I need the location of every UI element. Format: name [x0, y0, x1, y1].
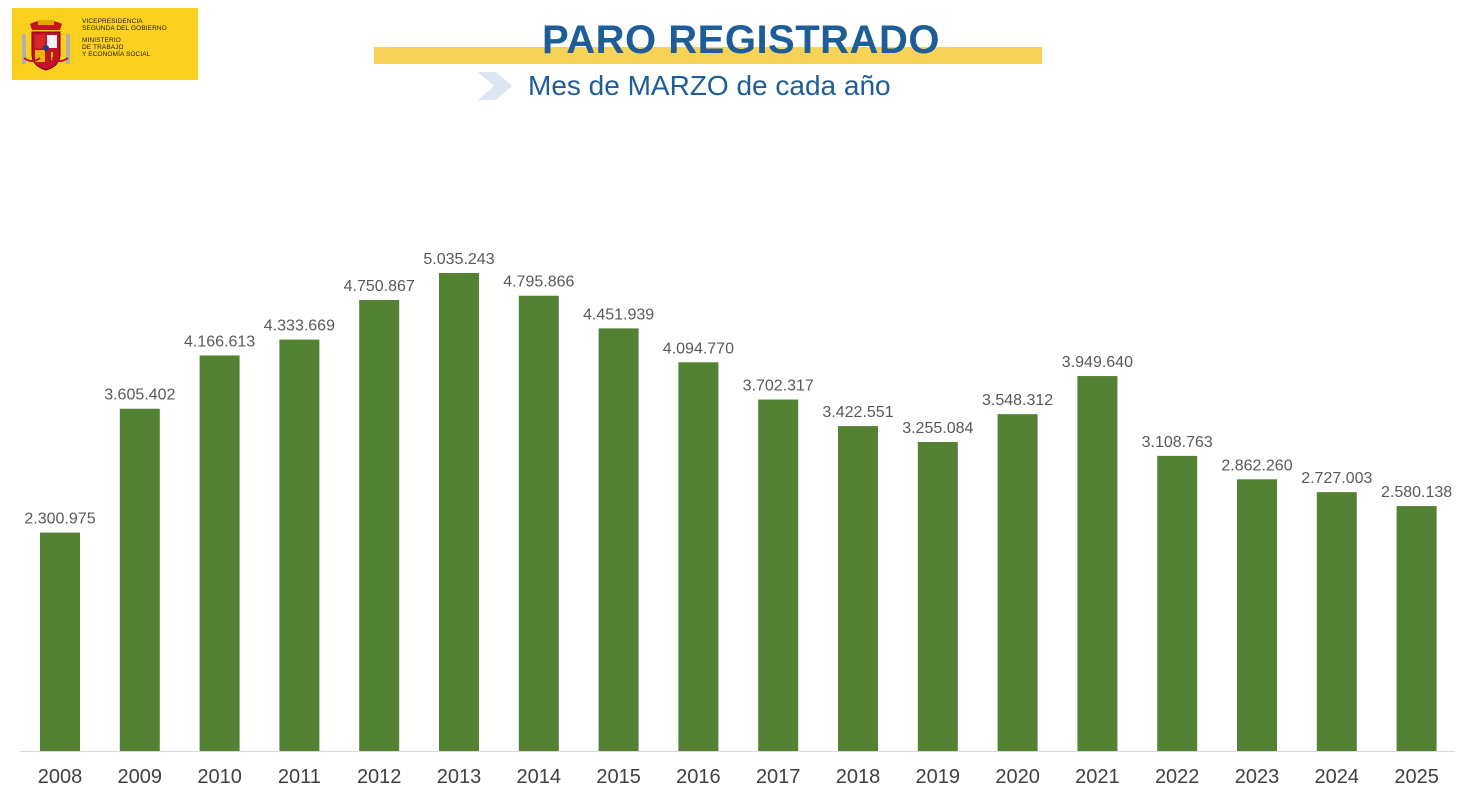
x-tick-2016: 2016	[676, 766, 721, 788]
logo-line-5: Y ECONOMÍA SOCIAL	[82, 51, 151, 58]
value-label-2019: 3.255.084	[902, 420, 973, 437]
x-tick-2012: 2012	[357, 766, 402, 788]
x-tick-2025: 2025	[1394, 766, 1439, 788]
x-tick-2011: 2011	[278, 766, 321, 788]
value-label-2009: 3.605.402	[104, 387, 175, 404]
value-label-2020: 3.548.312	[982, 392, 1053, 409]
ministry-logo: VICEPRESIDENCIA SEGUNDA DEL GOBIERNO MIN…	[12, 8, 198, 80]
value-label-2014: 4.795.866	[503, 274, 574, 291]
title-highlight-band	[374, 47, 1042, 64]
bar-2014	[518, 295, 559, 751]
bar-2009	[119, 408, 160, 751]
bar-2016	[678, 362, 719, 751]
value-label-2022: 3.108.763	[1142, 434, 1213, 451]
x-tick-2008: 2008	[38, 766, 83, 788]
x-tick-2015: 2015	[596, 766, 641, 788]
x-tick-2023: 2023	[1235, 766, 1280, 788]
coat-of-arms-icon	[22, 20, 70, 71]
bar-2021	[1077, 376, 1118, 751]
x-tick-2018: 2018	[836, 766, 881, 788]
logo-line-2: SEGUNDA DEL GOBIERNO	[82, 25, 167, 32]
bar-2024	[1316, 492, 1357, 751]
x-tick-2019: 2019	[916, 766, 961, 788]
x-tick-2020: 2020	[995, 766, 1040, 788]
value-label-2015: 4.451.939	[583, 306, 654, 323]
value-label-2012: 4.750.867	[344, 278, 415, 295]
value-label-2013: 5.035.243	[423, 251, 494, 268]
bar-2025	[1396, 506, 1437, 751]
value-label-2016: 4.094.770	[663, 340, 734, 357]
bar-2023	[1237, 479, 1277, 751]
logo-line-4: DE TRABAJO	[82, 44, 124, 51]
value-label-2025: 2.580.138	[1381, 484, 1452, 501]
x-tick-2021: 2021	[1075, 766, 1120, 788]
x-tick-2024: 2024	[1315, 766, 1360, 788]
bar-2008	[40, 532, 80, 751]
bar-2020	[997, 414, 1038, 751]
value-label-2008: 2.300.975	[24, 511, 95, 528]
value-label-2017: 3.702.317	[743, 378, 814, 395]
x-tick-2022: 2022	[1155, 766, 1200, 788]
value-label-2018: 3.422.551	[822, 404, 893, 421]
x-tick-2009: 2009	[118, 766, 163, 788]
value-label-2021: 3.949.640	[1062, 354, 1133, 371]
x-tick-2017: 2017	[756, 766, 801, 788]
bar-2012	[359, 299, 400, 751]
bar-2013	[439, 273, 479, 751]
bar-2015	[598, 328, 639, 751]
ministry-name: VICEPRESIDENCIA SEGUNDA DEL GOBIERNO MIN…	[82, 18, 167, 58]
x-tick-2014: 2014	[517, 766, 562, 788]
bar-2018	[838, 426, 878, 751]
value-label-2024: 2.727.003	[1301, 470, 1372, 487]
value-label-2011: 4.333.669	[264, 318, 335, 335]
logo-line-1: VICEPRESIDENCIA	[82, 18, 143, 25]
bar-2010	[199, 355, 240, 751]
bar-2011	[279, 339, 320, 751]
bar-2017	[758, 399, 799, 751]
bar-2022	[1157, 455, 1198, 751]
value-label-2023: 2.862.260	[1221, 457, 1292, 474]
page-title: PARO REGISTRADO	[542, 18, 940, 62]
logo-line-3: MINISTERIO	[82, 37, 121, 44]
chevron-right-icon	[478, 72, 512, 100]
x-tick-2013: 2013	[437, 766, 482, 788]
value-label-2010: 4.166.613	[184, 333, 255, 350]
x-tick-2010: 2010	[197, 766, 242, 788]
bar-2019	[917, 441, 958, 751]
page-subtitle: Mes de MARZO de cada año	[528, 70, 891, 101]
